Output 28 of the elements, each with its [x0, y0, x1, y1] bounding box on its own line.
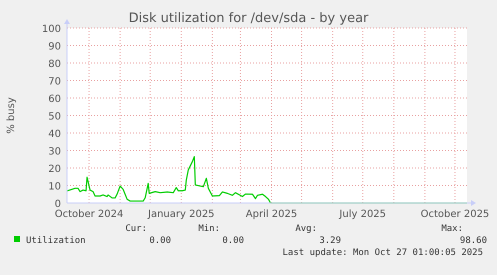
- y-tick-label: 100: [42, 24, 61, 35]
- x-tick-label: January 2025: [147, 209, 215, 220]
- text: Last update: Mon Oct 27 01:00:05 2025: [282, 248, 483, 258]
- text: Cur:: [125, 224, 147, 234]
- y-tick-label: 60: [48, 94, 61, 105]
- text: 0.00: [149, 236, 171, 246]
- text: Avg:: [295, 224, 317, 234]
- text: 98.60: [460, 236, 487, 246]
- x-tick-label: October 2024: [54, 209, 124, 220]
- x-tick-label: April 2025: [246, 209, 298, 220]
- chart-title: Disk utilization for /dev/sda - by year: [128, 11, 370, 26]
- x-tick-label: July 2025: [338, 209, 386, 220]
- y-tick-label: 10: [48, 182, 61, 192]
- text: 0.00: [222, 236, 244, 246]
- text: Min:: [198, 224, 220, 234]
- legend-label: Utilization: [26, 236, 86, 246]
- y-tick-label: 50: [48, 112, 61, 122]
- y-tick-label: 0: [54, 199, 61, 210]
- y-tick-label: 40: [48, 129, 61, 140]
- text: Max:: [441, 224, 463, 234]
- y-axis-title: % busy: [6, 97, 17, 134]
- y-tick-label: 80: [48, 59, 61, 70]
- y-tick-label: 90: [48, 42, 61, 52]
- y-tick-label: 30: [48, 146, 61, 158]
- text: 3.29: [319, 236, 341, 246]
- y-tick-label: 20: [48, 164, 61, 175]
- y-tick-label: 70: [48, 76, 61, 88]
- x-tick-label: October 2025: [420, 209, 490, 220]
